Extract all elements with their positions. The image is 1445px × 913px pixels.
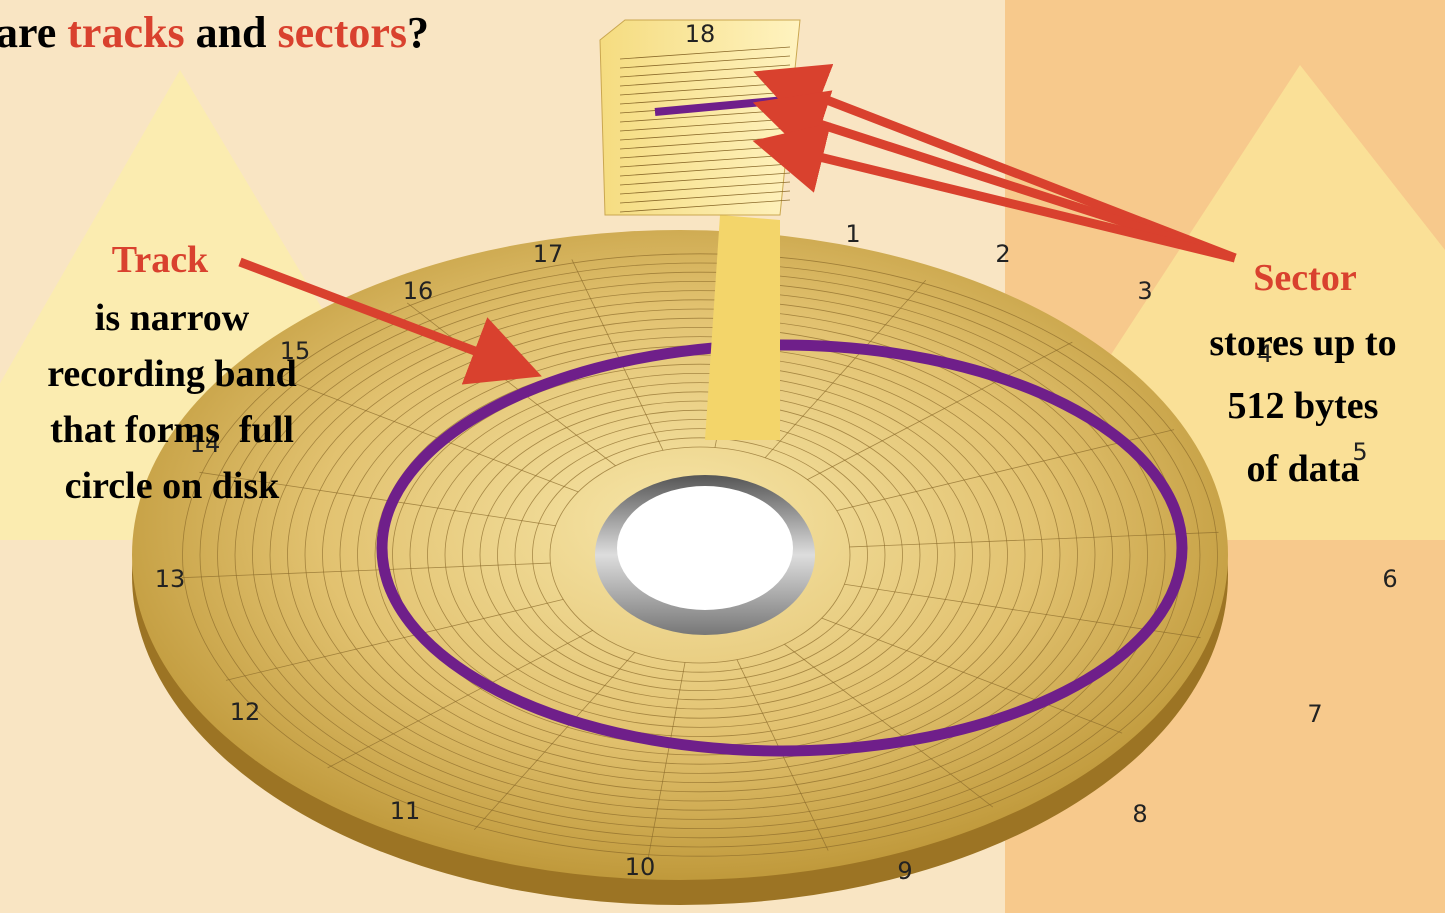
callout-line: that forms full [50,409,294,451]
callout-line: is narrow [95,297,250,339]
callout-line: stores up to [1209,322,1396,364]
sector-number: 11 [390,797,421,825]
sector-number: 10 [625,853,656,881]
callout-line: of data [1247,448,1360,490]
wedge [600,20,800,215]
title: are tracks and sectors? [0,8,429,57]
diagram: 123456789101112131415161718 are tracks a… [0,0,1445,913]
sector-number: 12 [230,698,261,726]
title-part: tracks [67,8,184,57]
sector-number: 18 [685,20,716,48]
title-part: ? [407,8,429,57]
sector-number: 6 [1382,565,1397,593]
sector-number: 8 [1132,800,1147,828]
callout-line: circle on disk [65,465,281,507]
callout-line: 512 bytes [1228,385,1379,427]
title-part: and [185,8,278,57]
hole [617,486,793,610]
title-part: are [0,8,67,57]
sector-number: 9 [897,857,912,885]
sector-number: 3 [1137,277,1152,305]
callout-heading: Sector [1253,257,1357,299]
sector-number: 16 [403,277,434,305]
title-part: sectors [278,8,408,57]
callout-heading: Track [112,239,209,281]
sector-number: 13 [155,565,186,593]
sector-number: 1 [845,220,860,248]
sector-number: 2 [995,240,1010,268]
callout-line: recording band [47,353,297,395]
sector-number: 7 [1307,700,1322,728]
sector-number: 17 [533,240,564,268]
